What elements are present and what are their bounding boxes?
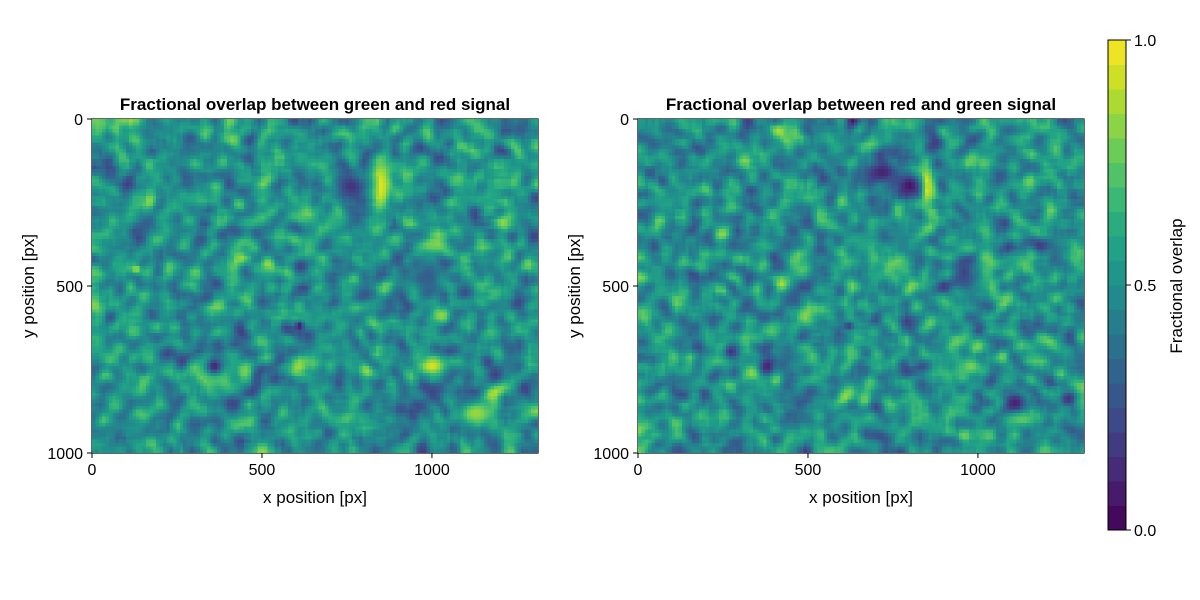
left-title: Fractional overlap between green and red… [120,95,510,114]
colorbar-band [1108,309,1126,335]
panel-right: Fractional overlap between red and green… [565,95,1085,507]
right-ytick-label: 1000 [593,446,629,463]
right-title: Fractional overlap between red and green… [666,95,1056,114]
colorbar-band [1108,505,1126,531]
left-heatmap [92,119,538,453]
colorbar-tick-label: 0.0 [1134,523,1156,540]
left-ticks: 0 500 1000 0 500 1000 [47,112,449,479]
colorbar-band [1108,40,1126,65]
right-xtick-label: 0 [634,462,643,479]
left-ylabel: y position [px] [19,234,38,338]
colorbar-band [1108,432,1126,457]
colorbar-band [1108,162,1126,188]
colorbar-band [1108,358,1126,384]
colorbar-band [1108,211,1126,237]
colorbar-tick-label: 1.0 [1134,33,1156,50]
colorbar-tick-label: 0.5 [1134,278,1156,295]
colorbar-band [1108,334,1126,359]
left-xtick-label: 500 [249,462,276,479]
right-xlabel: x position [px] [809,488,913,507]
left-ytick-label: 1000 [47,446,83,463]
left-ytick-label: 0 [74,112,83,129]
right-ticks: 0 500 1000 0 500 1000 [593,112,995,479]
left-xlabel: x position [px] [263,488,367,507]
colorbar-band [1108,138,1126,163]
colorbar-band [1108,187,1126,212]
colorbar-band [1108,89,1126,114]
colorbar-band [1108,113,1126,139]
left-xtick-label: 0 [88,462,97,479]
right-heatmap [638,119,1084,453]
colorbar-band [1108,456,1126,482]
colorbar-band [1108,236,1126,261]
right-ytick-label: 500 [602,279,629,296]
colorbar-band [1108,260,1126,286]
colorbar: 0.0 0.5 1.0 Fractional overlap [1107,33,1186,540]
colorbar-band [1108,285,1126,310]
panel-left: Fractional overlap between green and red… [19,95,539,507]
colorbar-band [1108,64,1126,90]
colorbar-band [1108,407,1126,433]
right-ytick-label: 0 [620,112,629,129]
right-xtick-label: 1000 [960,462,996,479]
colorbar-bands [1108,40,1126,531]
colorbar-ticks: 0.0 0.5 1.0 [1126,33,1156,540]
left-xtick-label: 1000 [414,462,450,479]
colorbar-band [1108,481,1126,506]
colorbar-label: Fractional overlap [1167,218,1186,353]
right-xtick-label: 500 [795,462,822,479]
right-ylabel: y position [px] [565,234,584,338]
colorbar-band [1108,383,1126,408]
left-ytick-label: 500 [56,279,83,296]
